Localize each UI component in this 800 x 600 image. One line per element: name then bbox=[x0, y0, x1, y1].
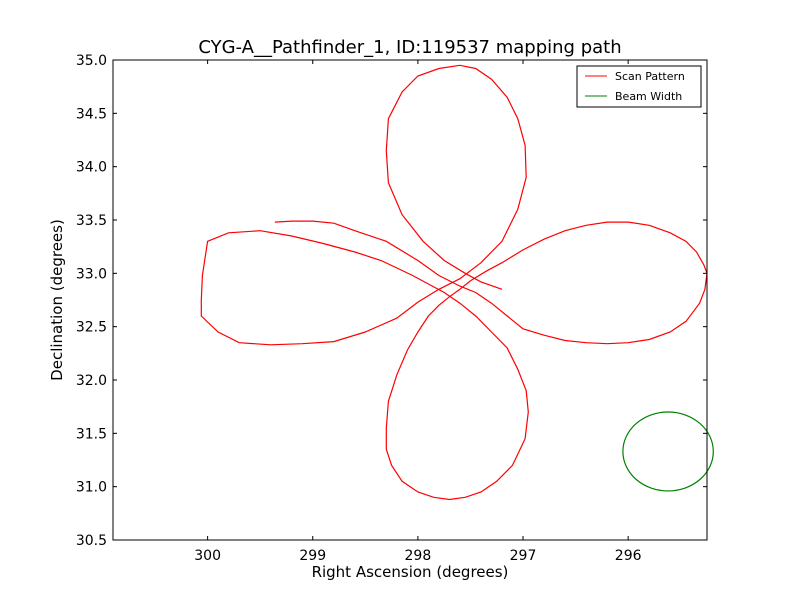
plot-frame bbox=[112, 59, 708, 541]
series-layer bbox=[200, 64, 714, 501]
x-tick-label: 300 bbox=[194, 548, 221, 564]
y-tick-label: 33.0 bbox=[76, 266, 107, 282]
x-tick-label: 298 bbox=[405, 548, 432, 564]
y-tick-label: 31.5 bbox=[76, 426, 107, 442]
y-tick-label: 34.5 bbox=[76, 106, 107, 122]
x-tick-label: 296 bbox=[615, 548, 642, 564]
y-tick-label: 35.0 bbox=[76, 53, 107, 69]
y-tick-label: 32.0 bbox=[76, 373, 107, 389]
scan-pattern-line bbox=[200, 64, 708, 501]
y-tick-label: 33.5 bbox=[76, 213, 107, 229]
y-tick-label: 31.0 bbox=[76, 480, 107, 496]
legend-label-beam-width: Beam Width bbox=[615, 90, 682, 103]
legend-label-scan-pattern: Scan Pattern bbox=[615, 70, 685, 83]
plot-background bbox=[113, 60, 707, 540]
y-tick-label: 30.5 bbox=[76, 533, 107, 549]
y-tick-label: 34.0 bbox=[76, 160, 107, 176]
x-axis-label: Right Ascension (degrees) bbox=[312, 563, 509, 581]
legend-box bbox=[576, 65, 702, 108]
beam-width-circle bbox=[622, 411, 714, 492]
y-tick-label: 32.5 bbox=[76, 320, 107, 336]
x-tick-label: 299 bbox=[299, 548, 326, 564]
legend: Scan Pattern Beam Width bbox=[576, 65, 702, 108]
y-axis-ticks: 30.5 31.0 31.5 32.0 32.5 33.0 33.5 34.0 34.5 35.0 bbox=[76, 53, 707, 549]
y-axis-label: Declination (degrees) bbox=[48, 219, 66, 381]
x-tick-label: 297 bbox=[510, 548, 537, 564]
chart-title: CYG-A__Pathfinder_1, ID:119537 mapping p… bbox=[198, 37, 621, 58]
x-axis-ticks: 300 299 298 297 296 bbox=[194, 60, 642, 564]
